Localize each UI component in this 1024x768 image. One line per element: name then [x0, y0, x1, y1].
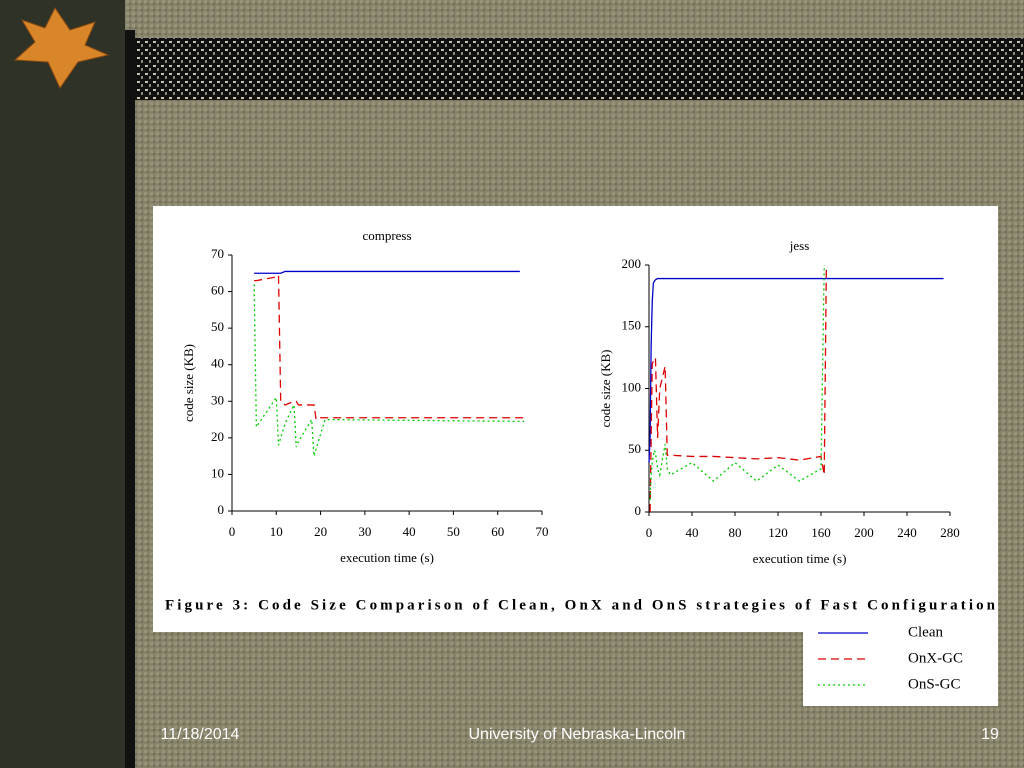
- legend-label: OnS-GC: [908, 676, 961, 692]
- x-tick-label: 10: [270, 524, 283, 539]
- legend-label: Clean: [908, 624, 943, 640]
- y-tick-label: 50: [211, 319, 224, 334]
- y-tick-label: 200: [622, 256, 642, 271]
- y-axis-label: code size (KB): [181, 344, 196, 422]
- legend-box: [803, 620, 998, 706]
- leaf-icon: [13, 7, 110, 90]
- y-tick-label: 0: [218, 502, 225, 517]
- caption: Figure 3: Code Size Comparison of Clean,…: [165, 597, 996, 613]
- y-tick-label: 0: [635, 503, 642, 518]
- y-tick-label: 10: [211, 465, 224, 480]
- x-tick-label: 0: [229, 524, 236, 539]
- figure-box: [153, 206, 998, 632]
- banner: [135, 38, 1024, 100]
- x-tick-label: 20: [314, 524, 327, 539]
- x-tick-label: 160: [811, 525, 831, 540]
- y-tick-label: 60: [211, 283, 224, 298]
- y-tick-label: 30: [211, 392, 224, 407]
- y-tick-label: 100: [622, 379, 642, 394]
- side-bar: [0, 0, 125, 768]
- y-axis-label: code size (KB): [598, 350, 613, 428]
- chart-title: jess: [789, 238, 810, 253]
- side-edge: [125, 30, 135, 768]
- y-tick-label: 50: [628, 441, 641, 456]
- x-tick-label: 30: [358, 524, 371, 539]
- x-tick-label: 120: [768, 525, 788, 540]
- x-tick-label: 280: [940, 525, 960, 540]
- x-tick-label: 60: [491, 524, 504, 539]
- series-line: [648, 277, 944, 463]
- series-line: [649, 264, 825, 500]
- legend-label: OnX-GC: [908, 650, 963, 666]
- series-line: [649, 264, 828, 513]
- footer-organization: University of Nebraska-Lincoln: [469, 726, 686, 743]
- chart-title: compress: [362, 228, 411, 243]
- series-line: [254, 273, 525, 421]
- y-tick-label: 40: [211, 356, 224, 371]
- series-line: [254, 270, 520, 274]
- x-axis-label: execution time (s): [753, 551, 847, 566]
- x-tick-label: 40: [686, 525, 699, 540]
- x-axis-label: execution time (s): [340, 550, 434, 565]
- y-tick-label: 150: [622, 318, 642, 333]
- x-tick-label: 200: [854, 525, 874, 540]
- x-tick-label: 40: [403, 524, 416, 539]
- x-tick-label: 240: [897, 525, 917, 540]
- series-line: [253, 284, 525, 457]
- x-tick-label: 80: [729, 525, 742, 540]
- y-tick-label: 20: [211, 429, 224, 444]
- y-tick-label: 70: [211, 246, 224, 261]
- x-tick-label: 0: [646, 525, 653, 540]
- x-tick-label: 50: [447, 524, 460, 539]
- footer-date: 11/18/2014: [161, 726, 240, 743]
- x-tick-label: 70: [536, 524, 549, 539]
- footer-page: 19: [981, 726, 999, 743]
